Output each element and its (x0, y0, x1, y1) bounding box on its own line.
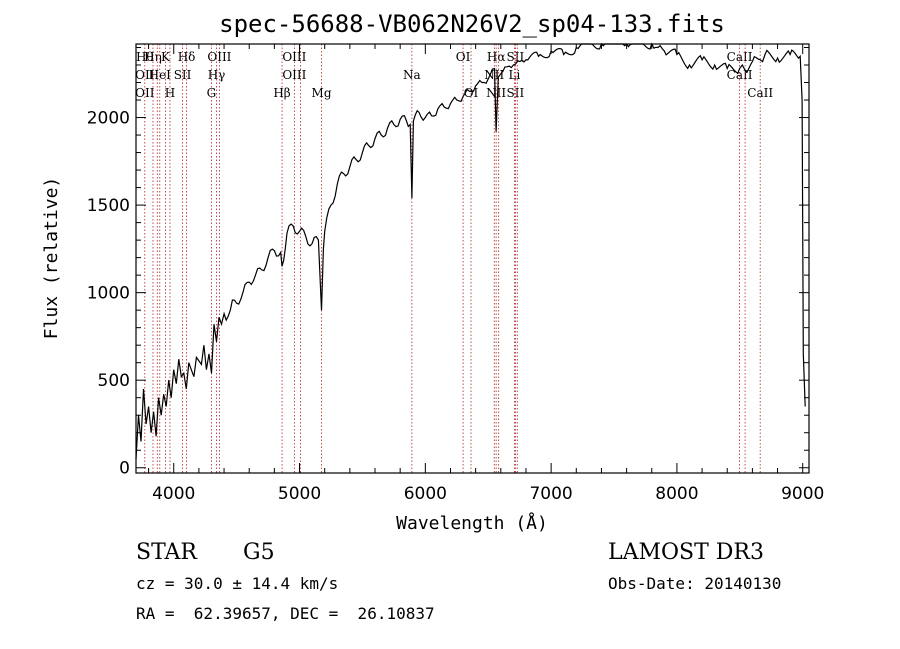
line-label: H (165, 86, 175, 100)
y-tick-label: 500 (98, 371, 130, 391)
x-tick-label: 9000 (781, 484, 824, 504)
line-label: OI (456, 50, 471, 64)
object-class: STAR (136, 540, 197, 565)
line-label: G (207, 86, 217, 100)
line-label: Hη (144, 50, 162, 64)
y-axis-label: Flux (relative) (41, 177, 62, 340)
line-label: HeI (149, 68, 172, 82)
coordinates: RA = 62.39657, DEC = 26.10837 (136, 604, 435, 623)
chart-title: spec-56688-VB062N26V2_sp04-133.fits (219, 10, 725, 38)
spectrum-line (135, 42, 806, 460)
line-label: OII (135, 86, 155, 100)
line-label: K (161, 50, 171, 64)
line-label: OI (464, 86, 479, 100)
line-label: SII (507, 50, 525, 64)
y-tick-label: 0 (119, 459, 130, 479)
line-label: Na (403, 68, 421, 82)
y-tick-label: 1000 (87, 284, 130, 304)
line-label: NII (486, 86, 506, 100)
x-tick-label: 6000 (404, 484, 447, 504)
x-tick-label: 5000 (278, 484, 321, 504)
y-tick-label: 2000 (87, 109, 130, 129)
line-label: OII (135, 68, 155, 82)
line-label: CaII (747, 86, 773, 100)
subclass: G5 (243, 540, 275, 565)
line-label: Hδ (178, 50, 196, 64)
x-axis-label: Wavelength (Å) (396, 512, 548, 534)
line-label: Li (508, 68, 520, 82)
x-tick-label: 8000 (655, 484, 698, 504)
line-label: Hθ (136, 50, 154, 64)
line-label: OIII (282, 50, 306, 64)
line-label: Hα (487, 50, 506, 64)
plot-frame (135, 43, 810, 474)
line-label: CaII (727, 50, 753, 64)
axis-ticks: 4000 5000 6000 7000 8000 9000 0 500 1000 1500 2000 (87, 44, 824, 504)
line-label: Mg (312, 86, 332, 100)
line-label: Hγ (208, 68, 226, 82)
redshift-text: cz = 30.0 ± 14.4 km/s (136, 574, 339, 593)
spectral-line-markers: Hθ OII OII Hη HeI K H SII Hδ G Hγ OIII Hβ OIII OIII Mg N… (135, 44, 773, 473)
line-label: Hβ (273, 86, 290, 100)
line-label: SII (174, 68, 192, 82)
line-label: OIII (207, 50, 231, 64)
y-tick-label: 1500 (87, 196, 130, 216)
x-tick-label: 4000 (152, 484, 195, 504)
survey-name: LAMOST DR3 (608, 540, 764, 565)
x-tick-label: 7000 (529, 484, 572, 504)
line-label: CaII (727, 68, 753, 82)
obs-date: Obs-Date: 20140130 (608, 574, 782, 593)
line-label: OIII (282, 68, 306, 82)
line-label: SII (507, 86, 525, 100)
